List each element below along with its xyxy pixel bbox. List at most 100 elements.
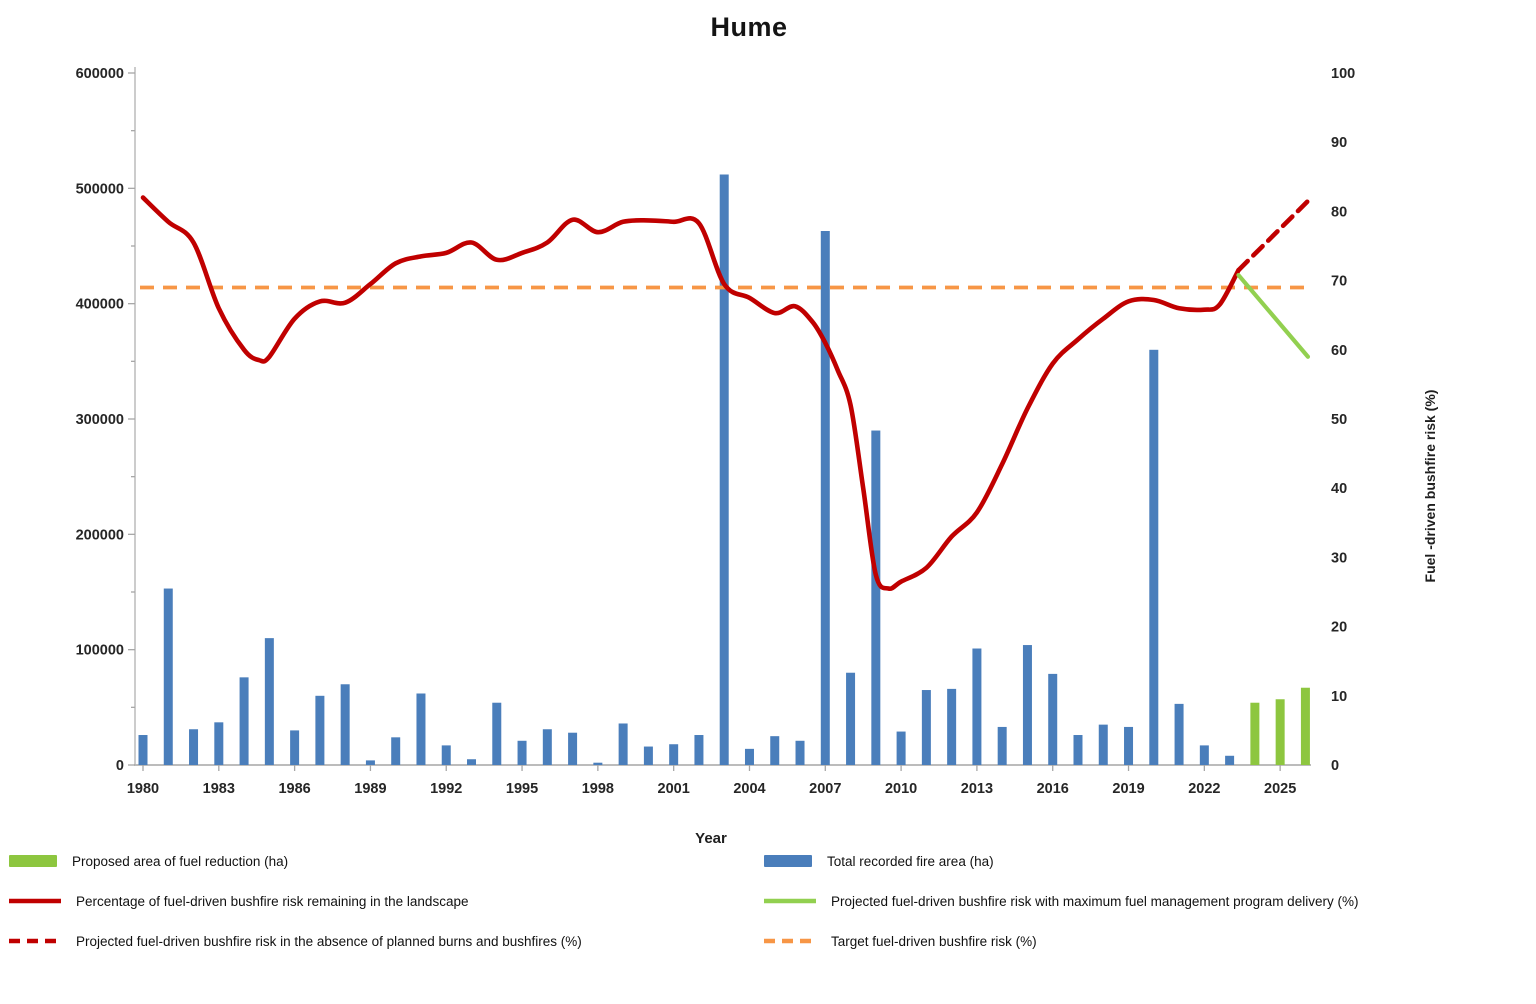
right-axis-tick-label: 0 (1331, 758, 1339, 774)
legend-label: Projected fuel-driven bushfire risk in t… (76, 933, 582, 949)
fire-area-bar (1225, 755, 1235, 765)
fire-area-bar (694, 735, 704, 765)
fire-area-bar (1098, 724, 1108, 765)
legend-item: Total recorded fire area (ha) (763, 849, 994, 873)
fire-area-bar (997, 726, 1007, 765)
right-axis-tick-label: 20 (1331, 620, 1347, 636)
right-axis-tick-label: 70 (1331, 274, 1347, 290)
x-axis-tick-label: 2013 (961, 781, 993, 797)
legend-item: Proposed area of fuel reduction (ha) (8, 849, 288, 873)
legend-label: Proposed area of fuel reduction (ha) (72, 853, 289, 869)
fire-area-bar (744, 748, 754, 765)
fire-area-bar (214, 722, 224, 765)
x-axis-tick-label: 1998 (582, 781, 614, 797)
x-axis-tick-label: 1995 (506, 781, 538, 797)
fire-area-bar (517, 740, 527, 765)
fire-area-bar (340, 684, 350, 765)
fire-area-bar (618, 723, 628, 765)
legend-line-swatch (9, 898, 61, 904)
legend-dash-swatch (9, 938, 61, 944)
right-axis-tick-label: 10 (1331, 689, 1347, 705)
x-axis-tick-label: 2025 (1264, 781, 1296, 797)
fire-area-bar (896, 731, 906, 765)
x-axis-tick-label: 2016 (1037, 781, 1069, 797)
legend-dash-swatch (764, 938, 816, 944)
fire-area-bar (593, 762, 603, 765)
fire-area-bar (1048, 673, 1058, 765)
right-axis-tick-label: 30 (1331, 550, 1347, 566)
legend-line-swatch (764, 898, 816, 904)
proposed-fuel-reduction-bar (1300, 687, 1310, 765)
fire-area-bar (1199, 745, 1209, 765)
legend-label: Total recorded fire area (ha) (827, 853, 994, 869)
fire-area-bar (365, 760, 375, 765)
fire-area-bar (795, 740, 805, 765)
right-axis-tick-label: 50 (1331, 412, 1347, 428)
projected-risk-no-burns-line (1236, 198, 1311, 273)
fire-area-bar (391, 737, 401, 765)
fire-area-bar (871, 430, 881, 765)
fire-area-bar (315, 695, 325, 765)
fire-area-bar (643, 746, 653, 765)
left-axis-tick-label: 600000 (76, 66, 124, 82)
fire-area-bar (820, 231, 830, 766)
x-axis-tick-label: 2010 (885, 781, 917, 797)
risk-remaining-line (140, 195, 1241, 591)
x-axis-tick-label: 2004 (733, 781, 765, 797)
proposed-fuel-reduction-bar (1250, 702, 1260, 765)
legend-bar-swatch (9, 855, 57, 867)
fire-area-bar (972, 648, 982, 765)
fire-area-bar (492, 702, 502, 765)
fire-area-bar (163, 588, 173, 765)
fire-area-bar (542, 729, 552, 765)
legend-bar-swatch (764, 855, 812, 867)
x-axis-tick-label: 1980 (127, 781, 159, 797)
fire-area-bar (189, 729, 199, 765)
x-axis-tick-label: 2001 (658, 781, 690, 797)
legend-label: Percentage of fuel-driven bushfire risk … (76, 893, 469, 909)
legend-label: Projected fuel-driven bushfire risk with… (831, 893, 1359, 909)
right-axis-tick-label: 100 (1331, 66, 1355, 82)
fire-area-bar (568, 732, 578, 765)
x-axis-tick-label: 1989 (354, 781, 386, 797)
right-axis-tick-label: 60 (1331, 343, 1347, 359)
fire-area-bar (1022, 645, 1032, 765)
right-axis-tick-label: 40 (1331, 481, 1347, 497)
projected-risk-max-delivery-line (1236, 272, 1311, 359)
fire-area-bar (264, 638, 274, 765)
legend: Proposed area of fuel reduction (ha) Tota… (0, 845, 1536, 975)
x-axis-title: Year (695, 830, 727, 847)
left-axis-tick-label: 400000 (76, 297, 124, 313)
left-axis-tick-label: 300000 (76, 412, 124, 428)
left-axis-tick-label: 100000 (76, 643, 124, 659)
fire-area-bar (1174, 703, 1184, 765)
fire-area-bar (947, 688, 957, 765)
fire-area-bar (290, 730, 300, 765)
fire-area-bar (1124, 726, 1134, 765)
fire-area-bar (416, 693, 426, 765)
fire-area-bar (467, 759, 477, 765)
fire-area-bar (921, 690, 931, 765)
legend-item: Target fuel-driven bushfire risk (%) (763, 929, 1037, 953)
left-axis-tick-label: 200000 (76, 527, 124, 543)
fire-area-bar (1073, 735, 1083, 765)
x-axis-tick-label: 2007 (809, 781, 841, 797)
legend-item: Projected fuel-driven bushfire risk with… (763, 889, 1358, 913)
chart-title: Hume (710, 12, 788, 42)
legend-label: Target fuel-driven bushfire risk (%) (831, 933, 1037, 949)
left-axis-tick-label: 500000 (76, 181, 124, 197)
right-axis-tick-label: 90 (1331, 135, 1347, 151)
fire-area-bar (441, 745, 451, 765)
right-axis-tick-label: 80 (1331, 204, 1347, 220)
fire-area-bar (239, 677, 249, 765)
fire-area-bar (770, 736, 780, 765)
x-axis-tick-label: 2022 (1188, 781, 1220, 797)
right-axis-title: Fuel -driven bushfire risk (%) (1422, 389, 1438, 583)
proposed-fuel-reduction-bar (1275, 699, 1285, 765)
x-axis-tick-label: 1983 (203, 781, 235, 797)
fire-area-bar (846, 672, 856, 765)
x-axis-tick-label: 2019 (1112, 781, 1144, 797)
x-axis-tick-label: 1992 (430, 781, 462, 797)
fire-area-bar (669, 744, 679, 765)
